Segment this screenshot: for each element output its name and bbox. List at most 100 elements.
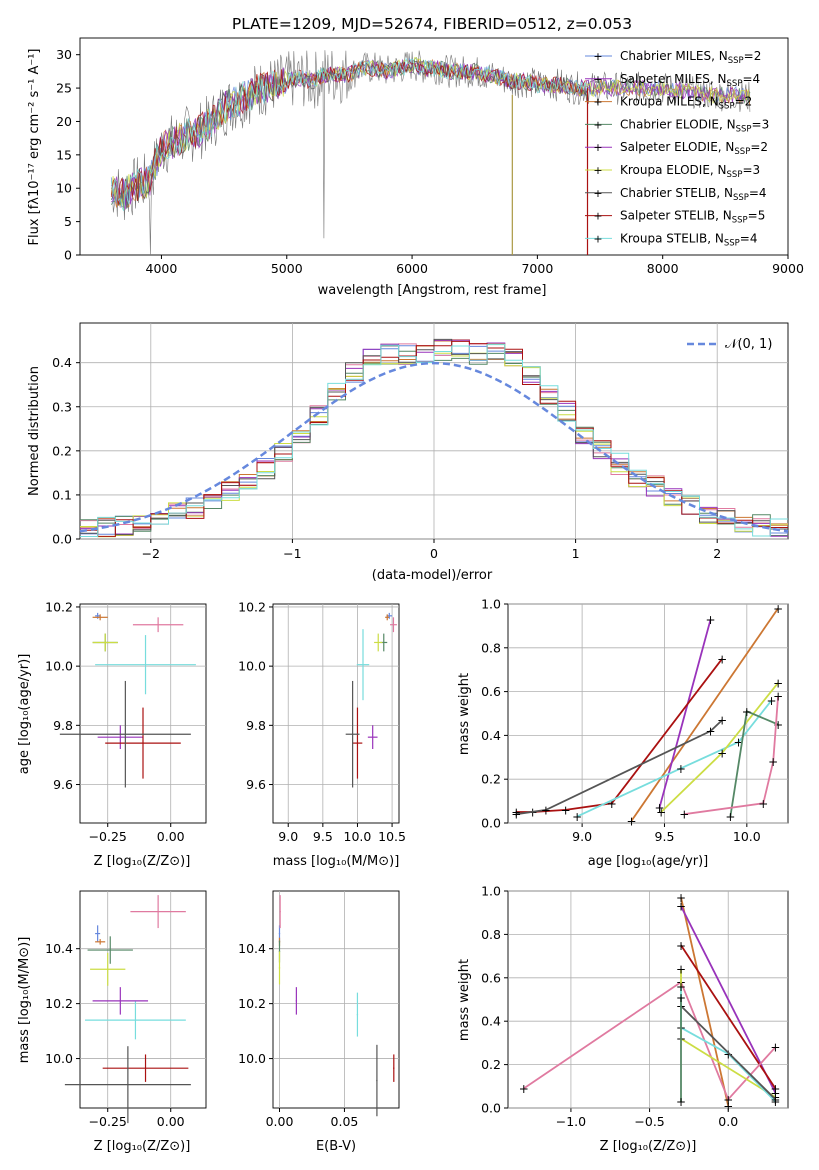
x-tick-label: 10.0 (344, 829, 372, 844)
y-tick-label: 0.4 (481, 1014, 501, 1029)
age-mass-errorbars: 9.0 9.5 10.0 10.5 9.6 9.8 10.0 10.2 (238, 599, 406, 844)
age-Z-axes-frame (79, 603, 207, 824)
y-tick-label: 9.8 (53, 718, 73, 733)
weight-age-point: + (773, 676, 783, 690)
weight-vs-age-panel: 9.0 9.5 10.00.00.20.40.60.81.0+++++ + + +++ ++… (457, 597, 789, 869)
weight-Z-point: + (676, 891, 686, 905)
x-tick-label: 0.0 (718, 1114, 738, 1129)
weight-age-point: + (717, 746, 727, 760)
weight-Z-series: −1.0 −0.5 0.00.00.20.40.60.81.0 +++++++++++… (481, 884, 788, 1129)
y-tick-label: 25 (56, 81, 72, 96)
spectrum-lines (110, 50, 751, 256)
weight-Z-point: + (770, 1041, 780, 1055)
legend-marker: + (593, 96, 602, 109)
histogram-legend: 𝒩(0, 1) (687, 337, 772, 352)
x-tick-label: 0 (430, 546, 438, 561)
weight-Z-line (680, 1005, 777, 1100)
weight-age-point: + (626, 814, 636, 828)
weight-age-point: + (511, 806, 521, 820)
x-tick-label: 10.0 (733, 829, 761, 844)
y-tick-label: 10.0 (238, 1051, 266, 1066)
y-tick-label: 1.0 (481, 884, 501, 899)
y-tick-label: 10.4 (45, 941, 73, 956)
mass-ebv-axes-frame (272, 890, 400, 1109)
age-vs-Z-panel: −0.25 0.009.69.810.010.2 Z [log₁₀(Z/Z⊙)] … (17, 599, 207, 869)
weight-age-line (658, 619, 712, 808)
spectrum-axes-frame (79, 37, 789, 256)
x-tick-label: 0.00 (266, 1114, 294, 1129)
legend-marker: + (593, 164, 602, 177)
figure-title: PLATE=1209, MJD=52674, FIBERID=0512, z=0… (232, 15, 632, 33)
x-tick-label: 9.5 (655, 829, 675, 844)
x-tick-label: 0.00 (157, 1114, 185, 1129)
weight-Z-point: + (519, 1082, 529, 1096)
mass-Z-axes-frame (79, 890, 207, 1109)
mass-Z-errorbars: −0.25 0.00 10.0 10.2 10.4 (45, 891, 206, 1129)
y-tick-label: 10.2 (238, 996, 266, 1011)
weight-age-point: + (766, 694, 776, 708)
weight-Z-point: + (723, 1093, 733, 1107)
x-tick-label: −1.0 (556, 1114, 586, 1129)
weight-Z-point: + (770, 1082, 780, 1096)
x-tick-label: 9.5 (313, 829, 333, 844)
weight-Z-xlabel: Z [log₁₀(Z/Z⊙)] (600, 1139, 697, 1154)
y-tick-label: 0.8 (481, 640, 501, 655)
legend-label: Chabrier ELODIE, NSSP=3 (620, 117, 769, 134)
weight-Z-ylabel: mass weight (457, 959, 472, 1041)
weight-age-line (630, 607, 779, 822)
x-tick-label: 1 (572, 546, 580, 561)
spectrum-panel: 4000 5000 6000 7000 8000 9000 0 5 10 15 20 25 30 + Ch… (27, 37, 804, 298)
y-tick-label: 0.2 (481, 1057, 501, 1072)
weight-age-point: + (773, 602, 783, 616)
legend-marker: + (593, 210, 602, 223)
weight-age-point: + (734, 735, 744, 749)
age-vs-mass-panel: 9.0 9.5 10.0 10.5 9.6 9.8 10.0 10.2 mass [log₁₀… (238, 599, 406, 869)
mass-Z-ylabel: mass [log₁₀(M/M⊙)] (17, 937, 32, 1064)
y-tick-label: 5 (64, 214, 72, 229)
weight-age-point: + (679, 808, 689, 822)
weight-Z-point: + (770, 1086, 780, 1100)
x-tick-label: −0.5 (634, 1114, 664, 1129)
legend-marker: + (593, 118, 602, 131)
y-tick-label: 10.2 (45, 599, 73, 614)
y-tick-label: 0 (64, 248, 72, 263)
weight-age-point: + (511, 808, 521, 822)
weight-age-point: + (706, 725, 716, 739)
age-Z-ylabel: age [log₁₀(age/yr)] (17, 654, 32, 775)
legend-label: Kroupa STELIB, NSSP=4 (620, 231, 758, 248)
weight-age-line (660, 682, 779, 813)
weight-age-point: + (758, 797, 768, 811)
weight-age-point: + (773, 718, 783, 732)
weight-Z-point: + (723, 1099, 733, 1113)
y-tick-label: 10.2 (238, 599, 266, 614)
y-tick-label: 0.4 (481, 728, 501, 743)
legend-marker: + (593, 232, 602, 245)
weight-Z-point: + (676, 991, 686, 1005)
x-tick-label: 10.5 (378, 829, 406, 844)
weight-age-point: + (742, 705, 752, 719)
age-mass-xlabel: mass [log₁₀(M/M⊙)] (273, 854, 400, 869)
weight-Z-line (680, 905, 777, 1094)
y-tick-label: 10.0 (45, 659, 73, 674)
histogram-series-steps (80, 344, 788, 537)
weight-age-point: + (541, 803, 551, 817)
weight-vs-Z-panel: −1.0 −0.5 0.00.00.20.40.60.81.0 +++++++++++… (457, 884, 789, 1154)
histogram-ylabel: Normed distribution (27, 366, 42, 496)
x-tick-label: −2 (142, 546, 160, 561)
weight-age-point: + (654, 801, 664, 815)
y-tick-label: 20 (56, 114, 72, 129)
y-tick-label: 9.8 (246, 718, 266, 733)
histogram-steps (79, 338, 789, 538)
weight-age-point: + (656, 806, 666, 820)
y-tick-label: 0.2 (52, 443, 72, 458)
y-tick-label: 10.0 (45, 1051, 73, 1066)
model-spectrum-line (110, 56, 751, 210)
histogram-xlabel: (data-model)/error (372, 568, 493, 583)
histogram-panel: −2 −1 0 1 2 0.0 0.1 0.2 0.3 0.4 𝒩(0, 1) (data-mod… (27, 322, 789, 583)
age-Z-xlabel: Z [log₁₀(Z/Z⊙)] (94, 854, 191, 869)
weight-Z-point: + (676, 963, 686, 977)
weight-age-point: + (768, 755, 778, 769)
y-tick-label: 10.0 (238, 659, 266, 674)
weight-age-point: + (706, 613, 716, 627)
legend-marker: + (593, 73, 602, 86)
